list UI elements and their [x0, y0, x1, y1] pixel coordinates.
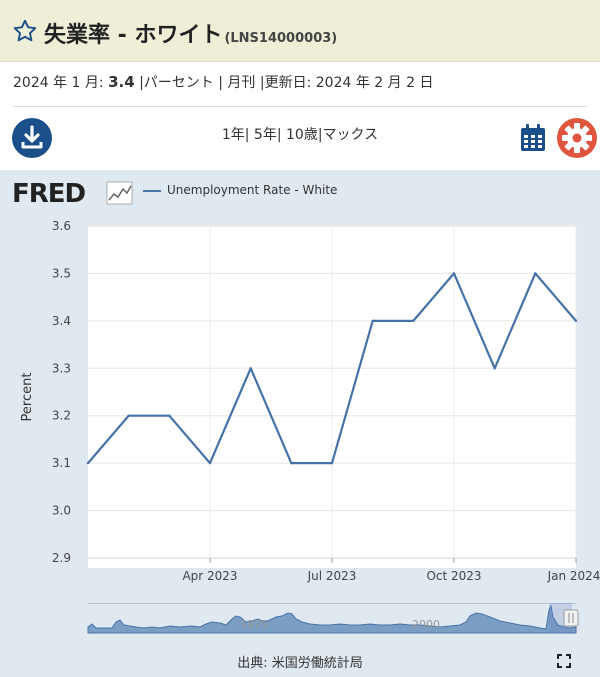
navigator-handle[interactable]: [563, 609, 579, 627]
data-point: [127, 414, 130, 417]
series-code: (LNS14000003): [224, 31, 338, 46]
y-axis-label: Percent: [20, 373, 35, 422]
data-points: [86, 272, 578, 465]
y-tick-label: 3.0: [52, 504, 71, 518]
title-bar: 失業率 - ホワイト (LNS14000003): [0, 0, 600, 62]
source-note: 出典: 米国労働統計局: [237, 656, 363, 671]
y-tick-label: 3.3: [52, 361, 71, 375]
data-point: [168, 414, 171, 417]
data-point: [493, 367, 496, 370]
range-max[interactable]: マックス: [322, 127, 379, 143]
data-point: [86, 461, 90, 465]
y-tick-label: 3.6: [52, 219, 71, 233]
navigator-area: [87, 604, 577, 634]
range-10y[interactable]: 10歳: [286, 127, 318, 143]
data-point: [412, 319, 415, 323]
page-title: 失業率 - ホワイト (LNS14000003): [44, 17, 337, 49]
data-point: [574, 319, 578, 323]
navigator-tick-1975: 1975: [240, 618, 268, 631]
download-icon[interactable]: [12, 118, 52, 158]
line-chart: 3.6 3.5 3.4 3.3 3.2 3.1 3.0 2.9 Apr 2023 Jul 202…: [20, 219, 600, 634]
range-navigator[interactable]: 1975 2000: [87, 603, 579, 634]
x-axis: Apr 2023 Jul 2023 Oct 2023 Jan 2024: [88, 557, 600, 583]
y-tick-label: 3.5: [52, 266, 71, 280]
range-1y[interactable]: 1年: [221, 127, 245, 143]
star-icon[interactable]: [12, 18, 38, 44]
x-tick-label: Apr 2023: [182, 569, 237, 583]
chart-legend: Unemployment Rate - White: [143, 183, 337, 197]
data-point: [534, 272, 537, 275]
x-tick-label: Jul 2023: [307, 569, 357, 583]
divider: [13, 106, 587, 107]
observation-date: 2024 年 1 月:: [13, 75, 104, 91]
navigator-tick-2000: 2000: [412, 618, 440, 631]
data-point: [290, 461, 293, 465]
y-tick-label: 3.4: [52, 314, 71, 328]
y-tick-label: 3.2: [52, 409, 71, 423]
series-meta: |パーセント | 月刊 |更新日: 2024 年 2 月 2 日: [139, 75, 434, 91]
fred-logo: FRED: [12, 179, 133, 208]
y-tick-label: 2.9: [52, 551, 71, 565]
series-info: 2024 年 1 月: 3.4 |パーセント | 月刊 |更新日: 2024 年…: [13, 72, 433, 92]
observation-value: 3.4: [108, 73, 135, 91]
data-point: [452, 272, 456, 275]
data-point: [330, 461, 334, 465]
series-title: 失業率 - ホワイト: [44, 23, 223, 48]
legend-label: Unemployment Rate - White: [167, 183, 338, 197]
calendar-icon[interactable]: [519, 123, 547, 153]
y-axis: 3.6 3.5 3.4 3.3 3.2 3.1 3.0 2.9: [52, 219, 71, 565]
range-5y[interactable]: 5年: [253, 127, 277, 143]
legend-swatch: [143, 189, 161, 192]
gear-icon[interactable]: [556, 117, 598, 159]
y-tick-label: 3.1: [52, 456, 71, 470]
data-point: [371, 319, 374, 323]
data-point: [249, 367, 252, 370]
x-tick-label: Oct 2023: [426, 569, 481, 583]
data-point: [208, 461, 212, 465]
fullscreen-icon[interactable]: [557, 654, 571, 668]
date-range-selector: 1年| 5年| 10歳|マックス: [221, 127, 379, 143]
svg-text:FRED: FRED: [12, 179, 86, 208]
x-tick-label: Jan 2024: [547, 569, 600, 583]
